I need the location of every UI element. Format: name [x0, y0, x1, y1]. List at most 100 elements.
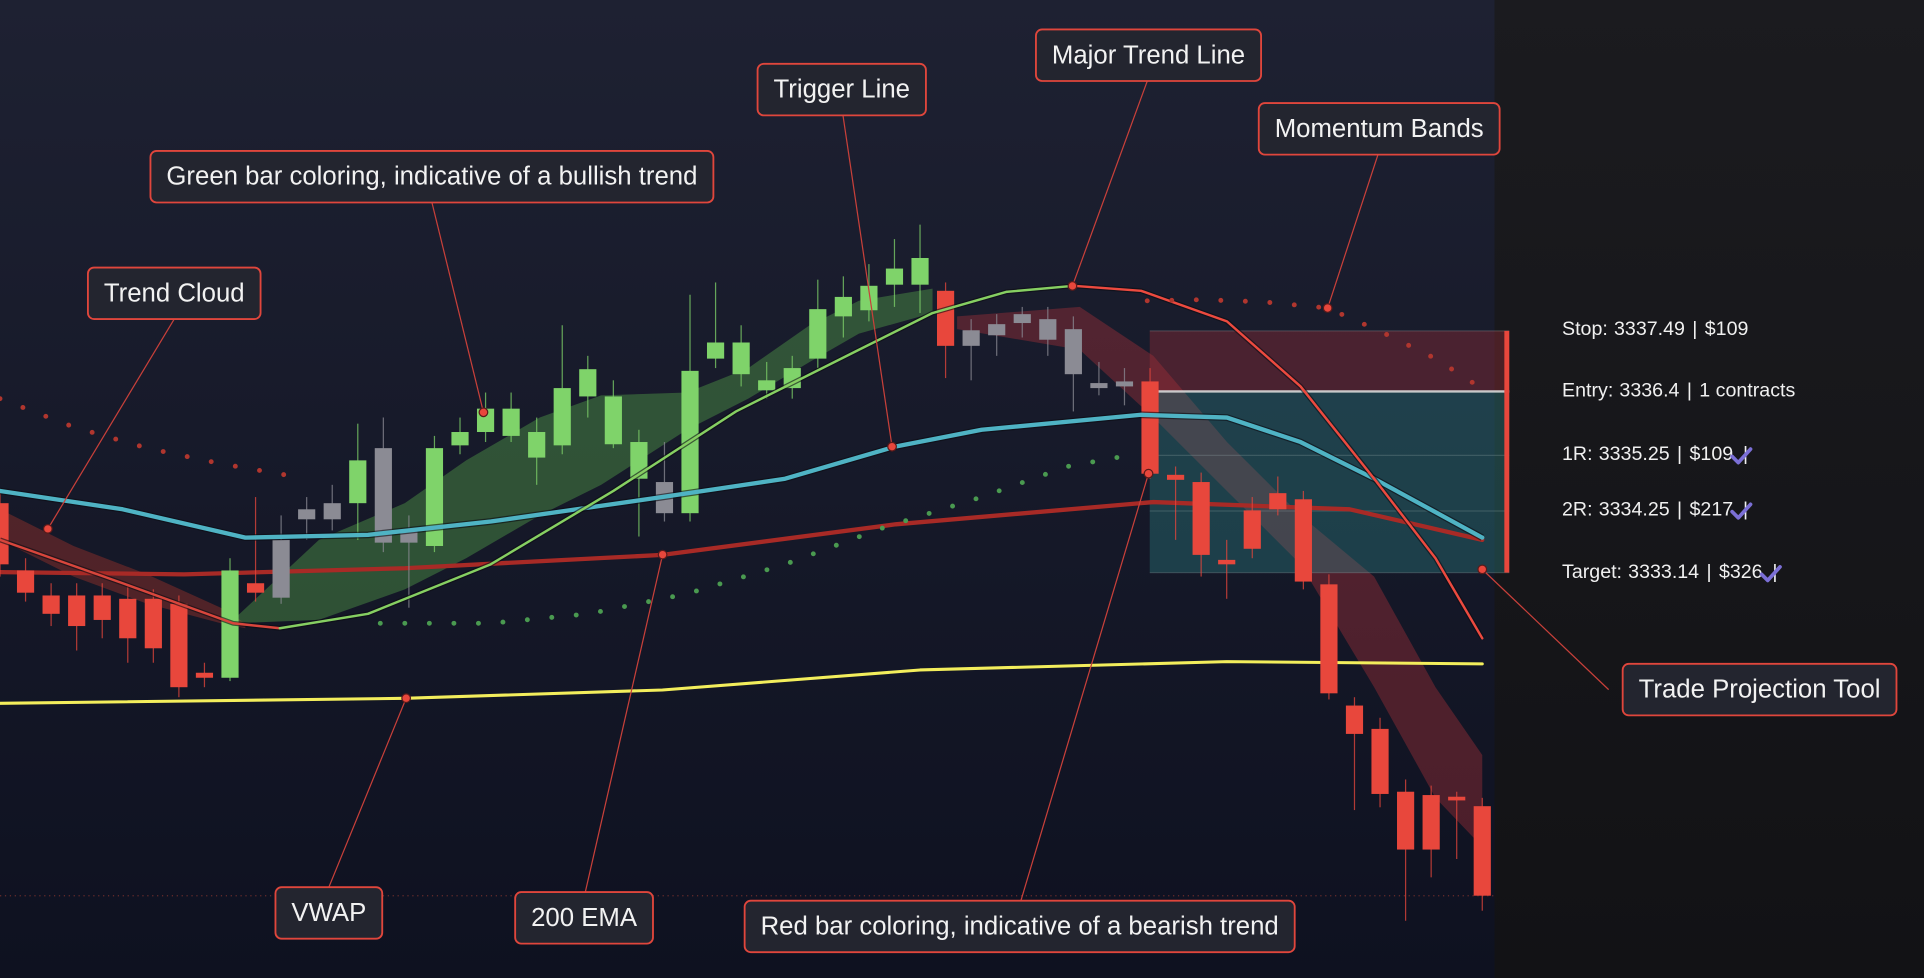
- candle-body: [758, 380, 776, 391]
- annotation: Momentum Bands: [1257, 102, 1501, 156]
- pointer-dot: [478, 407, 489, 418]
- annotation-text: Momentum Bands: [1275, 115, 1484, 143]
- candle-body: [1115, 381, 1134, 387]
- candle-body: [119, 598, 137, 639]
- row-label: 1R:: [1562, 443, 1593, 465]
- candle-body: [374, 448, 392, 543]
- candle-body: [451, 432, 469, 446]
- pointer-dot: [42, 523, 53, 534]
- candle-body: [195, 672, 214, 678]
- row-price: 3337.49: [1614, 318, 1685, 340]
- candle-body: [528, 432, 546, 458]
- check-icon: [1730, 502, 1753, 520]
- pointer-lines: [42, 80, 1610, 901]
- trade-row: Target: 3333.14 | $326 |: [1562, 561, 1778, 583]
- pointer-dot: [1067, 281, 1078, 291]
- annotation: Red bar coloring, indicative of a bearis…: [743, 899, 1296, 954]
- candle-body: [1473, 806, 1491, 896]
- row-label: 2R:: [1562, 499, 1593, 521]
- candle-body: [0, 503, 9, 565]
- annotation-text: Green bar coloring, indicative of a bull…: [166, 163, 697, 191]
- candle-body: [170, 603, 188, 688]
- row-amount: 1 contracts: [1699, 380, 1795, 402]
- candle-body: [1141, 381, 1159, 474]
- annotations: Trend Cloud Green bar coloring, indicativ…: [42, 28, 1898, 954]
- indicator-line: [1072, 284, 1484, 640]
- candle-body: [706, 342, 725, 359]
- check-icon: [1730, 447, 1753, 465]
- separator: |: [1706, 561, 1711, 583]
- annotation: Trigger Line: [756, 62, 927, 117]
- indicator-line: [0, 412, 1485, 540]
- trend-cloud: [0, 509, 246, 629]
- separator: |: [1677, 499, 1682, 521]
- side-panel: [1494, 0, 1924, 978]
- candle-body: [1320, 584, 1338, 694]
- annotation-text: 200 EMA: [531, 904, 638, 932]
- pointer-line: [1071, 80, 1148, 287]
- candle-body: [425, 448, 444, 546]
- candle-body: [732, 342, 750, 375]
- trade-panel: Stop: 3337.49 | $109 Entry: 3336.4 | 1 contract…: [1562, 318, 1795, 583]
- pointer-dot: [887, 441, 897, 452]
- row-amount: $109: [1705, 318, 1749, 340]
- row-price: 3336.4: [1619, 380, 1679, 402]
- candle-body: [1013, 314, 1031, 324]
- candle-body: [1448, 796, 1466, 801]
- annotation: Trade Projection Tool: [1621, 662, 1898, 717]
- separator: |: [1692, 318, 1697, 340]
- annotation-box: [1257, 102, 1501, 156]
- indicator-line: [0, 660, 1484, 705]
- trade-row: Entry: 3336.4 | 1 contracts: [1562, 380, 1795, 402]
- pointer-line: [1327, 154, 1379, 309]
- candle-body: [860, 285, 878, 311]
- candle-body: [936, 290, 955, 346]
- candle-body: [885, 268, 904, 285]
- trade-row: 1R: 3335.25 | $109 |: [1562, 443, 1748, 465]
- row-label: Entry:: [1562, 380, 1613, 402]
- annotation-text: Trade Projection Tool: [1639, 676, 1881, 704]
- annotation-box: [274, 886, 384, 940]
- annotation-box: [1035, 28, 1262, 82]
- separator: |: [1687, 380, 1692, 402]
- annotation: Green bar coloring, indicative of a bull…: [149, 150, 715, 204]
- candle-body: [1422, 795, 1440, 850]
- candle-body: [323, 503, 341, 520]
- candle-body: [1345, 705, 1364, 734]
- row-price: 3335.25: [1599, 443, 1670, 465]
- pointer-dot: [657, 549, 668, 560]
- plot-area: [0, 224, 1510, 921]
- annotation-text: Major Trend Line: [1052, 41, 1245, 69]
- annotation-text: Red bar coloring, indicative of a bearis…: [761, 912, 1279, 940]
- annotation-box: [756, 62, 927, 117]
- pointer-dot: [1477, 564, 1488, 575]
- candle-body: [93, 595, 111, 620]
- candle-body: [809, 309, 827, 359]
- candle-body: [834, 296, 852, 317]
- row-amount: $217: [1689, 499, 1733, 521]
- row-price: 3333.14: [1628, 561, 1699, 583]
- pointer-line: [1481, 568, 1610, 691]
- pointer-line: [842, 115, 893, 447]
- row-amount: $326: [1719, 561, 1763, 583]
- candle-body: [144, 598, 162, 649]
- annotation: Major Trend Line: [1035, 28, 1262, 82]
- pointer-dot: [401, 693, 412, 704]
- candle-body: [246, 583, 265, 593]
- candle-body: [1218, 559, 1236, 565]
- candle-body: [1039, 319, 1057, 340]
- trade-row: 2R: 3334.25 | $217 |: [1562, 499, 1748, 521]
- annotation: Trend Cloud: [86, 266, 262, 320]
- candle-body: [298, 509, 316, 520]
- candle-body: [1192, 482, 1210, 555]
- candle-body: [1269, 493, 1287, 510]
- row-price: 3334.25: [1599, 499, 1670, 521]
- annotation-text: Trend Cloud: [104, 279, 245, 307]
- annotation-box: [514, 891, 654, 945]
- indicator-line: [0, 538, 282, 630]
- annotation: VWAP: [274, 886, 384, 940]
- candle-body: [988, 324, 1006, 336]
- annotation-box: [86, 266, 262, 320]
- candle-body: [502, 408, 520, 436]
